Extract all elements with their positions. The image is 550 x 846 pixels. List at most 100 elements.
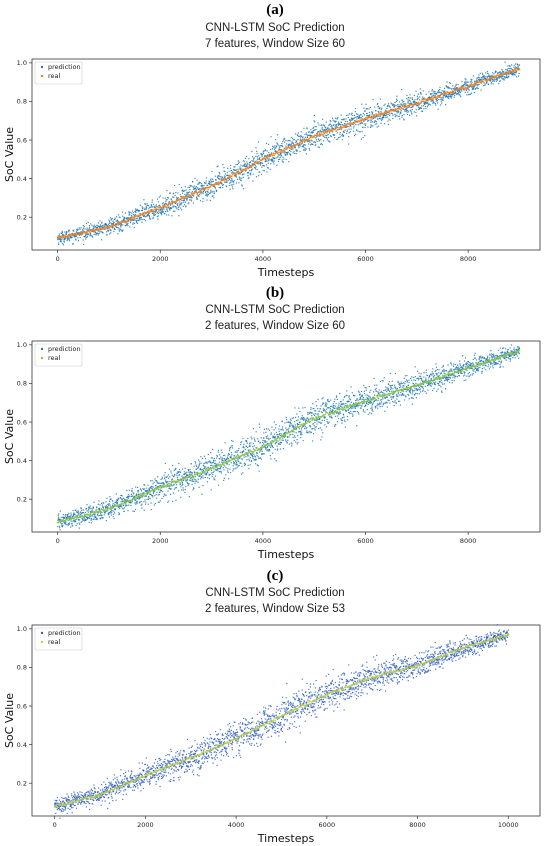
prediction-point [362,410,364,412]
prediction-point [252,457,254,460]
prediction-point [91,508,93,510]
prediction-point [217,451,219,453]
prediction-point [65,523,67,526]
prediction-point [268,158,270,160]
prediction-point [159,204,161,206]
prediction-point [397,105,399,108]
prediction-point [153,212,155,214]
prediction-point [454,92,456,95]
prediction-point [122,497,125,499]
prediction-point [247,446,249,449]
prediction-point [364,126,366,129]
prediction-point [483,75,485,77]
prediction-point [255,155,257,157]
prediction-point [331,405,333,407]
prediction-point [91,514,93,516]
prediction-point [78,518,80,521]
prediction-point [123,218,125,221]
prediction-point [223,167,225,169]
prediction-point [482,74,484,76]
prediction-point [406,109,408,111]
prediction-point [134,496,136,498]
prediction-point [448,87,450,89]
prediction-point [86,503,88,506]
prediction-point [99,226,101,228]
prediction-point [325,405,327,407]
prediction-point [485,72,487,74]
prediction-point [344,129,346,131]
prediction-point [398,106,400,108]
prediction-point [148,208,150,210]
prediction-point [72,233,74,235]
prediction-point [113,510,115,512]
prediction-point [312,127,314,130]
prediction-point [277,154,279,156]
prediction-point [190,463,192,465]
prediction-point [281,435,283,437]
real-point [345,124,348,126]
prediction-point [97,503,99,505]
prediction-point [487,72,489,75]
prediction-point [244,463,247,466]
prediction-point [335,120,337,122]
prediction-point [282,156,284,158]
prediction-point [370,389,372,391]
prediction-point [166,483,168,485]
prediction-point [372,121,374,123]
prediction-point [428,103,430,105]
prediction-point [199,468,202,471]
prediction-point [372,410,374,412]
prediction-point [201,191,203,194]
prediction-point [419,91,422,94]
prediction-point [201,493,203,495]
prediction-point [409,114,411,116]
prediction-point [307,143,310,145]
prediction-point [207,477,209,479]
prediction-point [490,83,492,85]
prediction-point [314,429,316,431]
prediction-point [226,174,228,176]
prediction-point [139,501,141,503]
prediction-point [266,167,269,169]
prediction-point [320,422,323,424]
prediction-point [242,446,244,449]
prediction-point [394,116,396,118]
prediction-point [217,449,220,451]
prediction-point [158,482,160,484]
prediction-point [287,439,289,441]
prediction-point [121,219,123,222]
prediction-point [419,107,421,109]
prediction-point [434,92,436,95]
prediction-point [347,136,350,138]
prediction-point [398,101,400,103]
prediction-point [250,169,252,172]
x-tick-label: 0 [56,255,60,263]
real-point [85,230,88,233]
prediction-point [127,510,129,512]
prediction-point [264,441,266,444]
prediction-point [120,223,123,225]
prediction-point [506,77,509,79]
prediction-point [277,160,280,163]
prediction-point [376,403,379,405]
real-point [493,76,496,79]
prediction-point [347,401,349,403]
prediction-point [110,219,112,221]
prediction-point [79,523,81,525]
prediction-point [167,477,170,479]
prediction-point [92,510,94,512]
real-point [353,121,356,124]
prediction-point [187,474,189,476]
prediction-point [220,472,223,474]
prediction-point [97,515,99,517]
prediction-point [144,484,146,486]
prediction-point [356,129,358,131]
prediction-point [327,127,329,129]
prediction-point [279,154,281,156]
prediction-point [291,426,294,428]
prediction-point [368,396,370,398]
prediction-point [137,490,139,492]
real-point [91,228,94,231]
prediction-point [234,175,236,178]
prediction-point [293,431,295,433]
